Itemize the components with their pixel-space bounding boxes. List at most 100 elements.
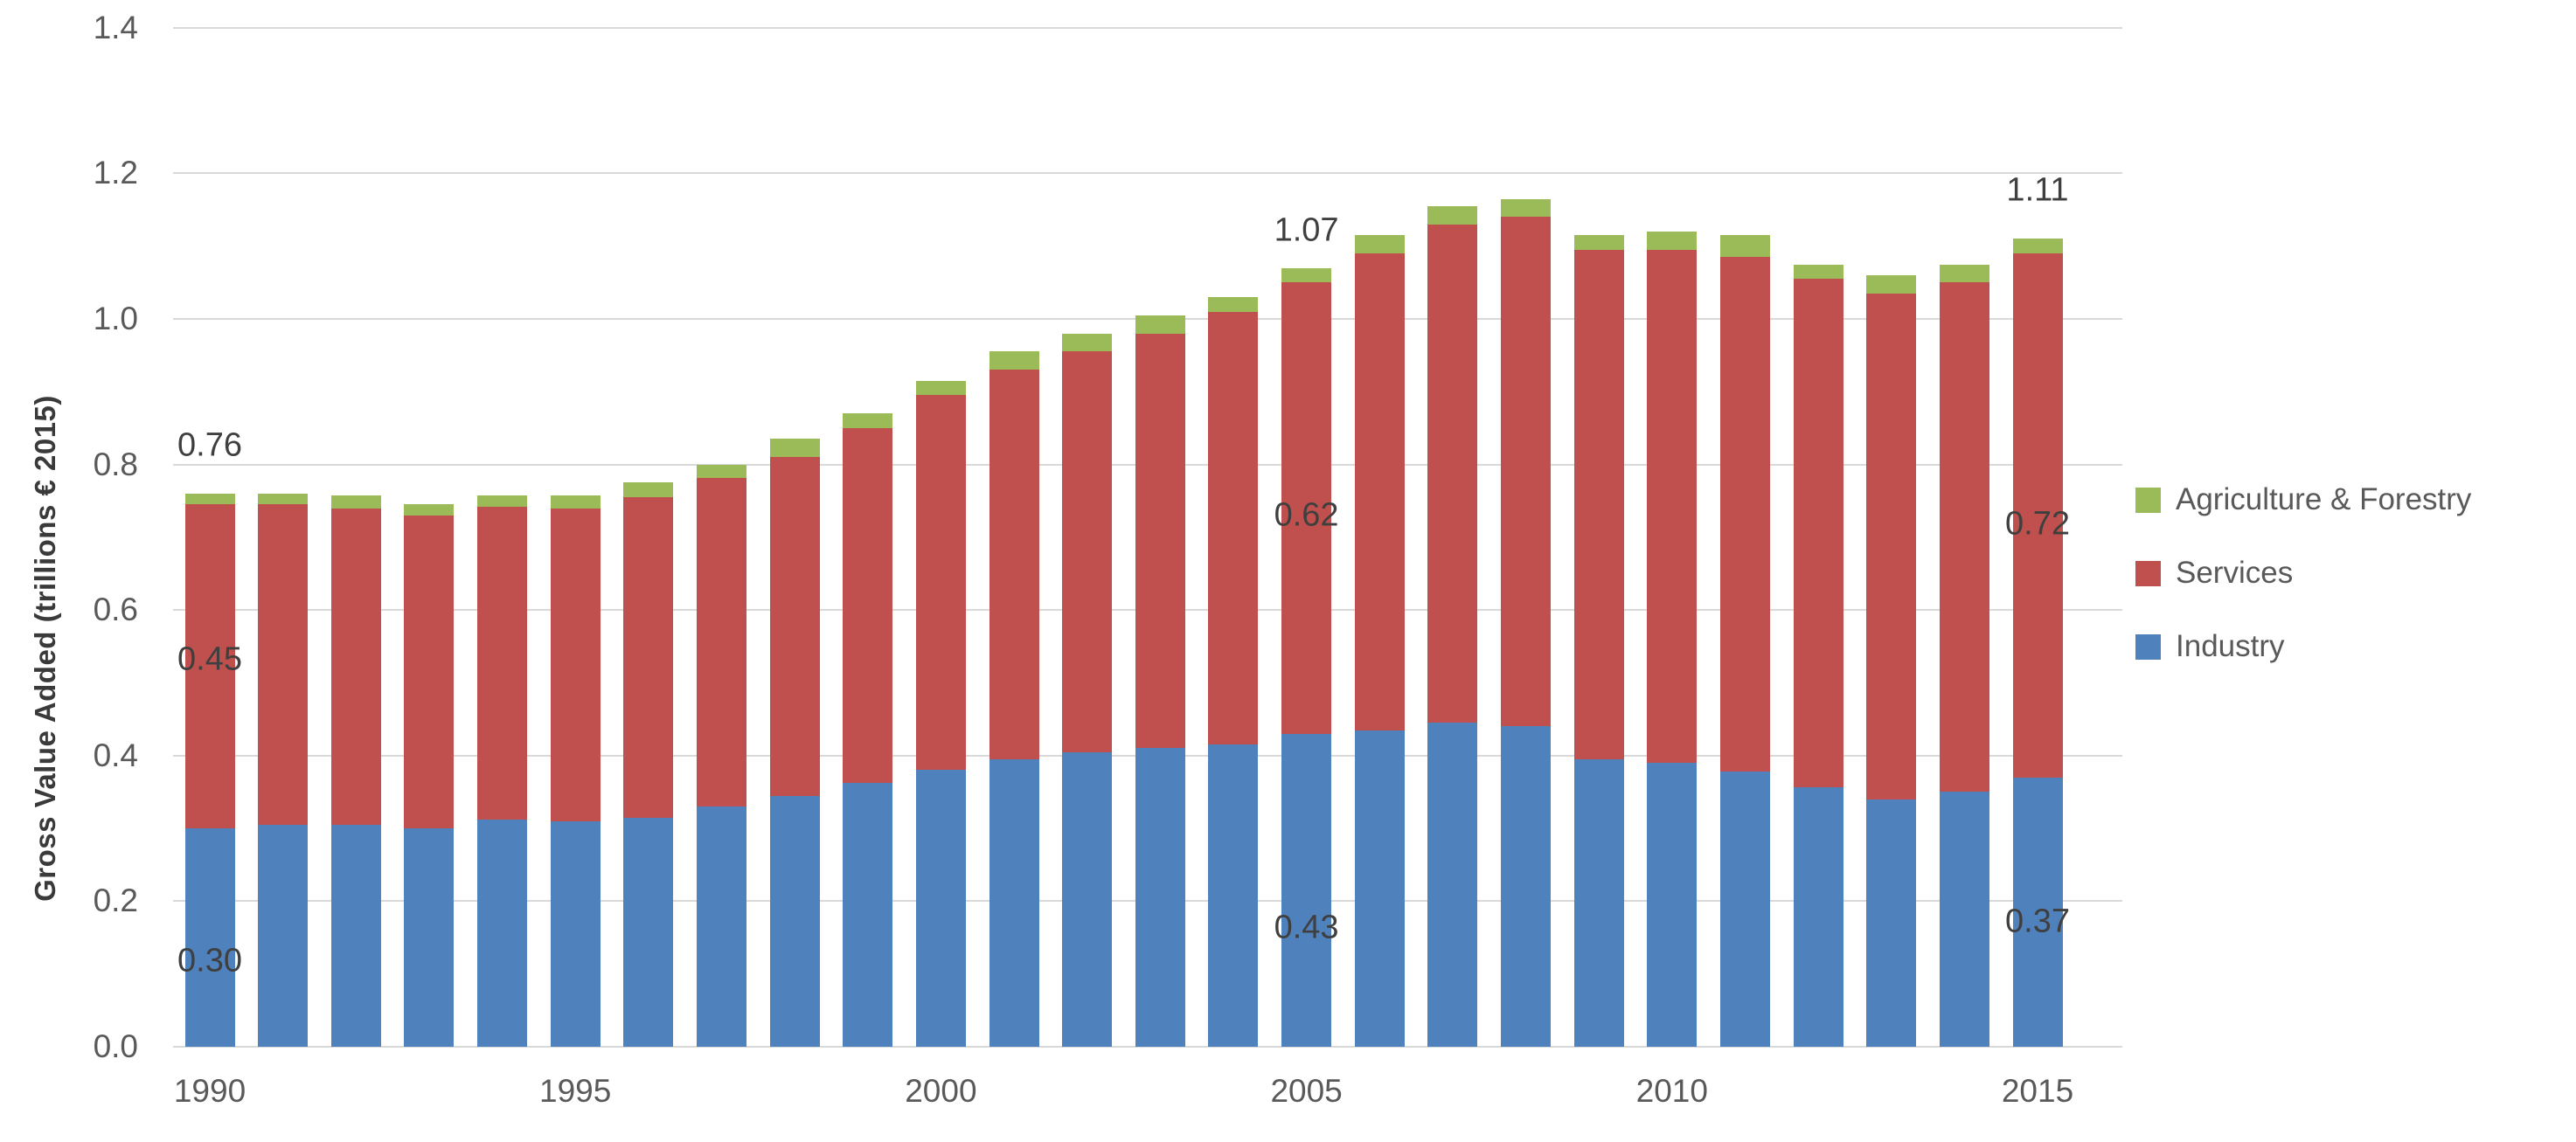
bar-2005-industry	[1281, 733, 1332, 1047]
bar-2010-services	[1647, 249, 1698, 764]
legend-label: Agriculture & Forestry	[2176, 482, 2472, 516]
bar-2012-industry	[1793, 787, 1843, 1047]
bar-2000-industry	[915, 770, 966, 1047]
bar-2008-industry	[1501, 726, 1552, 1047]
bar-1995-services	[550, 508, 601, 821]
bar-2009-agriculture-forestry	[1573, 235, 1624, 250]
bar-2015-agriculture-forestry	[2012, 239, 2063, 254]
legend-item-industry: Industry	[2135, 629, 2471, 663]
bar-2011-services	[1719, 257, 1770, 772]
x-tick-label-2005: 2005	[1270, 1073, 1343, 1109]
bar-2015-industry	[2012, 777, 2063, 1047]
bar-2013-services	[1866, 293, 1917, 799]
bar-1998-services	[769, 457, 820, 796]
x-tick-label-2000: 2000	[905, 1073, 977, 1109]
legend: Agriculture & Forestry Services Industry	[2135, 482, 2472, 663]
bar-1998-agriculture-forestry	[769, 439, 820, 458]
bar-1999-industry	[843, 782, 893, 1047]
bar-2006-services	[1354, 253, 1405, 730]
data-label-2005-1.07: 1.07	[1274, 211, 1339, 249]
y-tick-label-0.6: 0.6	[93, 592, 138, 628]
bar-1994-services	[477, 506, 528, 820]
bar-2000-services	[915, 395, 966, 771]
bar-1992-services	[330, 508, 381, 825]
x-tick-label-2015: 2015	[2001, 1073, 2074, 1109]
bar-2014-services	[1939, 282, 1989, 792]
bar-2003-industry	[1135, 748, 1185, 1047]
bar-1994-industry	[477, 820, 528, 1047]
bar-2002-services	[1062, 351, 1113, 752]
legend-item-agriculture-forestry: Agriculture & Forestry	[2135, 482, 2472, 516]
data-label-2015-0.72: 0.72	[2005, 505, 2070, 543]
bar-1994-agriculture-forestry	[477, 495, 528, 507]
bar-1999-services	[843, 427, 893, 783]
bar-1996-industry	[623, 817, 674, 1047]
bar-2002-industry	[1062, 751, 1113, 1047]
bar-2004-agriculture-forestry	[1208, 297, 1259, 312]
bar-1992-agriculture-forestry	[330, 495, 381, 509]
bar-1991-services	[258, 504, 309, 825]
bar-2013-agriculture-forestry	[1866, 275, 1917, 294]
data-label-2015-1.11: 1.11	[2006, 171, 2069, 209]
bar-2006-agriculture-forestry	[1354, 235, 1405, 254]
legend-swatch-agriculture-forestry	[2135, 487, 2161, 513]
bar-1993-industry	[404, 828, 455, 1047]
bar-2001-agriculture-forestry	[989, 351, 1039, 370]
bar-2014-agriculture-forestry	[1939, 264, 1989, 283]
bar-2014-industry	[1939, 792, 1989, 1047]
data-label-2005-0.43: 0.43	[1274, 909, 1339, 946]
bar-1991-industry	[258, 824, 309, 1047]
bar-2004-services	[1208, 311, 1259, 745]
bar-1997-agriculture-forestry	[696, 464, 746, 478]
legend-item-services: Services	[2135, 556, 2471, 590]
bar-2011-industry	[1719, 772, 1770, 1047]
bar-2001-industry	[989, 758, 1039, 1047]
bar-1997-services	[696, 477, 746, 807]
data-label-2015-0.37: 0.37	[2005, 903, 2070, 940]
bar-1993-services	[404, 515, 455, 829]
y-tick-label-0.0: 0.0	[93, 1028, 138, 1064]
legend-label: Industry	[2176, 629, 2285, 663]
bar-2007-agriculture-forestry	[1427, 205, 1478, 225]
bar-2009-services	[1573, 249, 1624, 759]
bar-2012-services	[1793, 279, 1843, 788]
bar-1991-agriculture-forestry	[258, 493, 309, 505]
x-tick-label-2010: 2010	[1635, 1073, 1708, 1109]
gridline-1.4	[173, 26, 2122, 29]
bar-2000-agriculture-forestry	[915, 380, 966, 396]
bar-2011-agriculture-forestry	[1719, 235, 1770, 258]
bar-1995-agriculture-forestry	[550, 495, 601, 509]
bar-2001-services	[989, 370, 1039, 759]
data-label-1990-0.30: 0.30	[177, 942, 242, 979]
y-tick-label-1.2: 1.2	[93, 155, 138, 191]
data-label-1990-0.76: 0.76	[177, 426, 242, 464]
bar-1990-agriculture-forestry	[184, 493, 235, 505]
bar-2005-agriculture-forestry	[1281, 267, 1332, 283]
bar-2009-industry	[1573, 758, 1624, 1047]
legend-label: Services	[2176, 556, 2294, 590]
bar-1999-agriculture-forestry	[843, 413, 893, 428]
bar-1992-industry	[330, 824, 381, 1047]
bar-1997-industry	[696, 806, 746, 1047]
bar-2008-agriculture-forestry	[1501, 198, 1552, 218]
y-tick-label-1.4: 1.4	[93, 9, 138, 45]
y-tick-label-0.4: 0.4	[93, 737, 138, 773]
y-tick-label-1.0: 1.0	[93, 301, 138, 336]
gridline-0.0	[173, 1046, 2122, 1048]
bar-2008-services	[1501, 217, 1552, 727]
x-tick-label-1995: 1995	[539, 1073, 612, 1109]
bar-2005-services	[1281, 282, 1332, 734]
gridline-1.2	[173, 172, 2122, 175]
bar-2006-industry	[1354, 730, 1405, 1047]
bar-2003-agriculture-forestry	[1135, 315, 1185, 334]
bar-1995-industry	[550, 820, 601, 1047]
bar-1993-agriculture-forestry	[404, 504, 455, 516]
bar-2007-industry	[1427, 723, 1478, 1047]
data-label-2005-0.62: 0.62	[1274, 496, 1339, 534]
y-tick-label-0.8: 0.8	[93, 446, 138, 482]
